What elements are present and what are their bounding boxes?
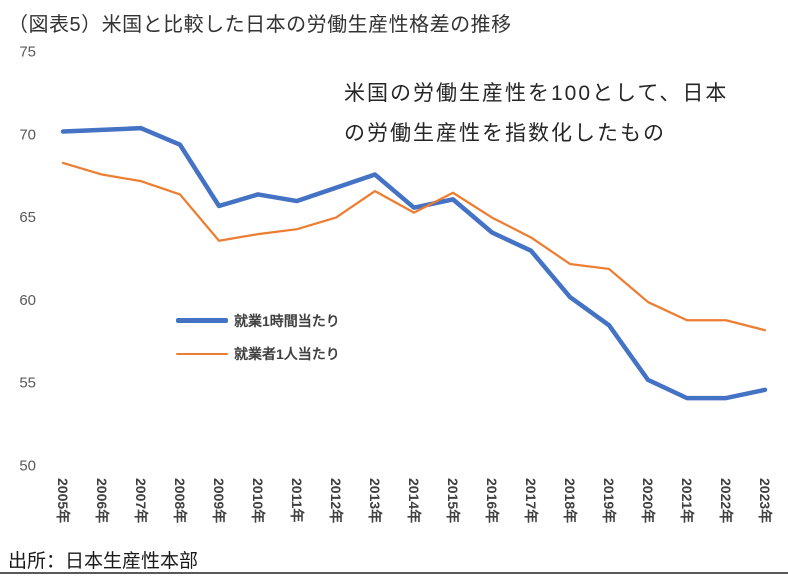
chart-annotation: 米国の労働生産性を100として、日本 の労働生産性を指数化したもの — [344, 74, 728, 154]
x-axis-tick-label: 2022年 — [718, 478, 734, 523]
y-axis-tick-label: 75 — [19, 44, 36, 61]
x-axis-tick-label: 2007年 — [133, 478, 149, 523]
x-axis-tick-label: 2010年 — [250, 478, 266, 523]
x-axis-tick-label: 2014年 — [406, 478, 422, 523]
x-axis-tick-label: 2015年 — [445, 478, 461, 523]
x-axis-tick-label: 2019年 — [601, 478, 617, 523]
x-axis-tick-label: 2023年 — [757, 478, 773, 523]
x-axis-tick-label: 2012年 — [328, 478, 344, 523]
y-axis-tick-label: 55 — [19, 375, 36, 392]
x-axis-tick-label: 2021年 — [679, 478, 695, 523]
y-axis-tick-label: 70 — [19, 126, 36, 143]
x-axis-tick-label: 2013年 — [367, 478, 383, 523]
x-axis-tick-label: 2009年 — [211, 478, 227, 523]
chart-title: （図表5）米国と比較した日本の労働生産性格差の推移 — [8, 14, 512, 36]
y-axis-tick-label: 60 — [19, 292, 36, 309]
annotation-line-2: の労働生産性を指数化したもの — [344, 122, 666, 145]
source-note: 出所：日本生産性本部 — [8, 551, 199, 572]
series-line-0 — [60, 125, 768, 401]
legend-item-per-worker: 就業者1人当たり — [176, 337, 340, 370]
legend-line-sample-orange-icon — [176, 352, 228, 355]
x-axis-tick-label: 2016年 — [484, 478, 500, 523]
legend-label-per-hour: 就業1時間当たり — [234, 312, 340, 329]
y-axis-tick-label: 65 — [19, 209, 36, 226]
x-axis-tick-label: 2005年 — [55, 478, 71, 523]
legend-label-per-worker: 就業者1人当たり — [234, 345, 340, 362]
x-axis-tick-label: 2020年 — [640, 478, 656, 523]
x-axis-tick-label: 2008年 — [172, 478, 188, 523]
x-axis-tick-label: 2018年 — [562, 478, 578, 523]
chart-legend: 就業1時間当たり 就業者1人当たり — [176, 304, 340, 370]
legend-line-sample-blue-icon — [176, 318, 228, 323]
x-axis-tick-label: 2006年 — [94, 478, 110, 523]
series-line-1 — [61, 161, 767, 332]
legend-item-per-hour: 就業1時間当たり — [176, 304, 340, 337]
y-axis-tick-label: 50 — [19, 458, 36, 475]
x-axis-tick-label: 2011年 — [289, 478, 305, 522]
annotation-line-1: 米国の労働生産性を100として、日本 — [344, 82, 729, 105]
bottom-divider — [0, 572, 788, 574]
x-axis-tick-label: 2017年 — [523, 478, 539, 523]
